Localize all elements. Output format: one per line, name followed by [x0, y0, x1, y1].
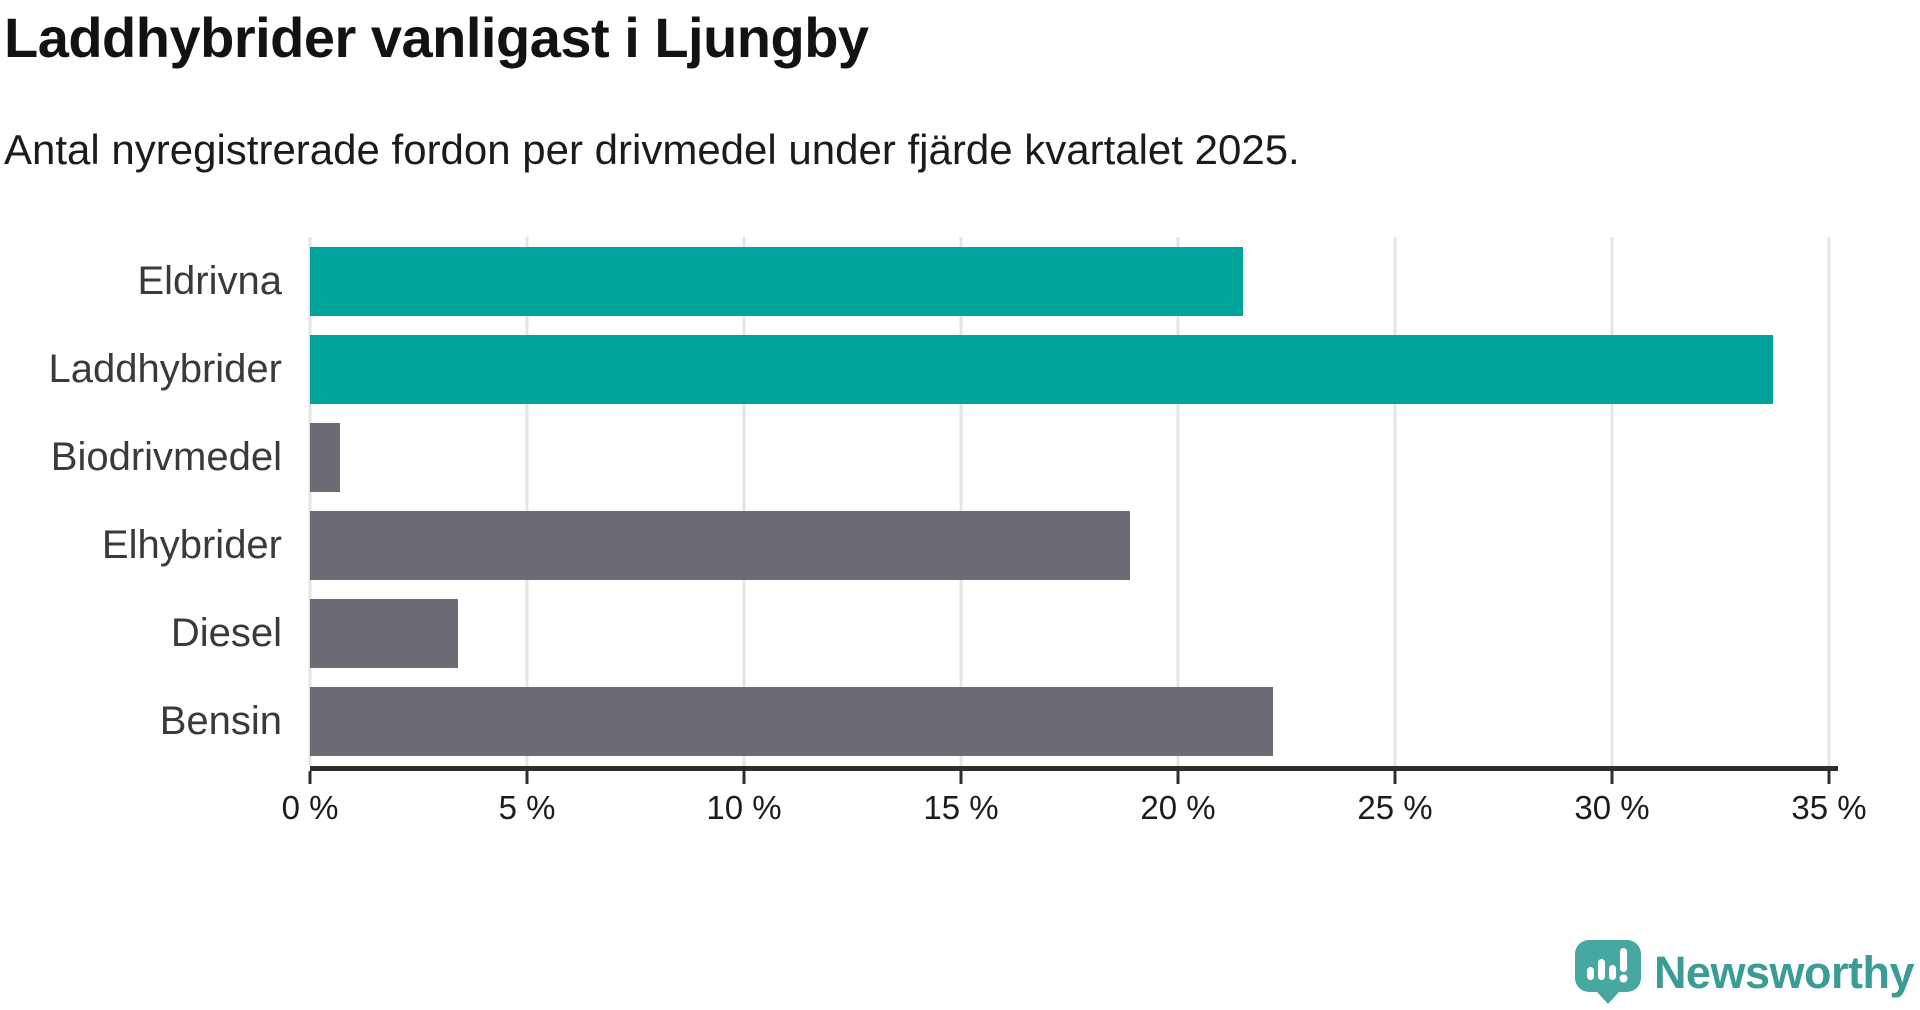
- newsworthy-logo: Newsworthy: [1574, 940, 1915, 1004]
- x-tick-label-30: 30 %: [1574, 789, 1650, 826]
- bar-bensin: [310, 687, 1274, 757]
- x-axis-line: [310, 766, 1838, 771]
- gridline-20: [1176, 237, 1180, 766]
- plot-area: [308, 237, 1831, 766]
- x-tick-25: [1393, 771, 1397, 784]
- newsworthy-logo-text: Newsworthy: [1653, 946, 1915, 998]
- category-label-laddhybrider: Laddhybrider: [48, 346, 283, 391]
- gridline-0: [308, 237, 312, 766]
- category-label-bensin: Bensin: [159, 699, 282, 744]
- gridline-15: [959, 237, 963, 766]
- x-tick-0: [308, 771, 312, 784]
- gridline-10: [742, 237, 746, 766]
- chart-title: Laddhybrider vanligast i Ljungby: [4, 6, 869, 69]
- y-axis-category-labels: Eldrivna Laddhybrider Biodrivmedel Elhybrid…: [0, 237, 283, 766]
- x-tick-30: [1610, 771, 1614, 784]
- category-label-eldrivna: Eldrivna: [137, 258, 282, 303]
- x-tick-15: [959, 771, 963, 784]
- bar-elhybrider: [310, 511, 1131, 581]
- x-tick-label-15: 15 %: [923, 789, 999, 826]
- gridline-30: [1610, 237, 1614, 766]
- category-label-diesel: Diesel: [170, 611, 282, 656]
- bar-eldrivna: [310, 246, 1244, 316]
- bar-biodrivmedel: [310, 422, 341, 492]
- x-tick-label-0: 0 %: [281, 789, 339, 826]
- gridline-35: [1827, 237, 1831, 766]
- bar-diesel: [310, 599, 458, 669]
- x-tick-label-25: 25 %: [1357, 789, 1433, 826]
- x-tick-label-20: 20 %: [1140, 789, 1216, 826]
- gridline-25: [1393, 237, 1397, 766]
- bar-laddhybrider: [310, 334, 1773, 404]
- x-tick-label-5: 5 %: [498, 789, 556, 826]
- icon-bar-glyphs: [1586, 948, 1628, 983]
- x-tick-35: [1827, 771, 1831, 784]
- category-label-elhybrider: Elhybrider: [101, 523, 282, 568]
- newsworthy-icon: [1574, 940, 1641, 1004]
- x-tick-5: [525, 771, 529, 784]
- gridline-5: [525, 237, 529, 766]
- x-tick-10: [742, 771, 746, 784]
- x-axis: 0 % 5 % 10 % 15 % 20 % 25 % 30 % 35 %: [282, 771, 1867, 841]
- chart-subtitle: Antal nyregistrerade fordon per drivmede…: [4, 126, 1300, 173]
- x-tick-label-10: 10 %: [706, 789, 782, 826]
- category-label-biodrivmedel: Biodrivmedel: [50, 434, 282, 479]
- x-tick-label-35: 35 %: [1791, 789, 1867, 826]
- x-tick-20: [1176, 771, 1180, 784]
